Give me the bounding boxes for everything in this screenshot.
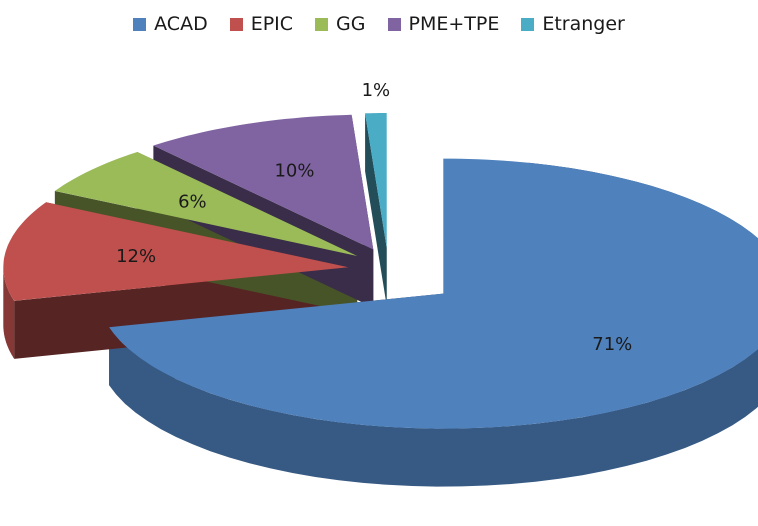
legend-label: PME+TPE <box>408 13 500 35</box>
pie-slice-gg <box>54 152 358 256</box>
pie-slice-pme-tpe <box>153 114 374 250</box>
slice-outer-wall <box>109 327 758 487</box>
legend-label: EPIC <box>250 13 294 35</box>
legend-item-epic: EPIC <box>229 13 294 35</box>
legend-item-etranger: Etranger <box>521 13 625 35</box>
data-label-etranger: 1% <box>362 80 391 101</box>
chart-legend: ACAD EPIC GG PME+TPE Etranger <box>0 8 758 40</box>
legend-label: Etranger <box>542 13 625 35</box>
legend-swatch <box>315 17 329 31</box>
pie-slice-acad <box>109 158 758 429</box>
data-label-pme-tpe: 10% <box>274 161 314 182</box>
data-label-acad: 71% <box>592 334 632 355</box>
legend-item-gg: GG <box>315 13 366 35</box>
legend-label: GG <box>336 13 366 35</box>
legend-label: ACAD <box>154 13 208 35</box>
data-label-gg: 6% <box>178 192 207 213</box>
legend-item-acad: ACAD <box>133 13 208 35</box>
slice-wall <box>365 113 387 307</box>
legend-swatch <box>387 17 401 31</box>
slice-outer-wall <box>3 267 15 359</box>
pie-slice-epic <box>3 202 349 301</box>
pie-slice-etranger <box>365 113 387 249</box>
legend-item-pme-tpe: PME+TPE <box>387 13 500 35</box>
legend-swatch <box>229 17 243 31</box>
legend-swatch <box>521 17 535 31</box>
legend-swatch <box>133 17 147 31</box>
data-label-epic: 12% <box>116 246 156 267</box>
